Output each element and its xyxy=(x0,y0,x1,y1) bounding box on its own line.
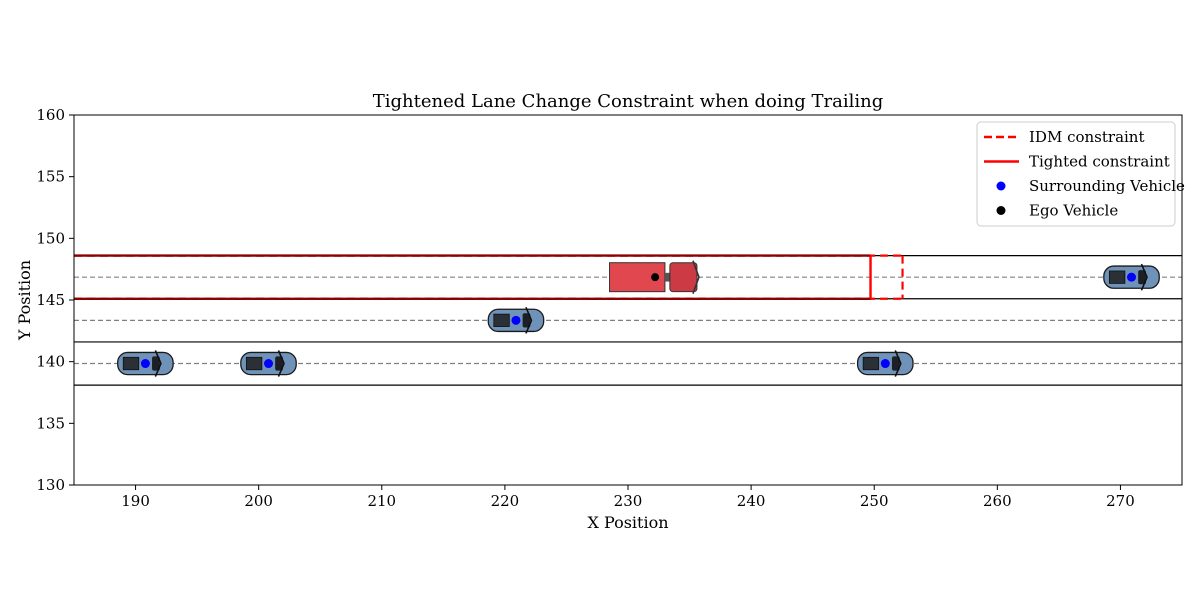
car-cabin xyxy=(1108,270,1126,284)
car-cabin xyxy=(493,313,510,327)
x-axis-ticks: 190 200 210 220 230 240 250 260 270 xyxy=(121,485,1135,510)
legend-swatch-marker xyxy=(996,181,1006,191)
surrounding-vehicle-point-3 xyxy=(880,359,890,369)
tightened-constraint-box xyxy=(74,254,872,300)
x-tick-label: 240 xyxy=(737,492,766,510)
truck-cab xyxy=(669,262,698,293)
legend-entry-2: Surrounding Vehicle xyxy=(996,177,1185,195)
y-tick-label: 150 xyxy=(36,229,65,247)
y-tick-label: 145 xyxy=(36,291,65,309)
surrounding-vehicle-point-4 xyxy=(1127,272,1137,282)
truck-hitch xyxy=(664,272,670,282)
x-tick-label: 230 xyxy=(614,492,643,510)
car-windshield xyxy=(522,313,531,328)
y-tick-label: 130 xyxy=(36,476,65,494)
x-tick-label: 250 xyxy=(860,492,889,510)
x-tick-label: 200 xyxy=(244,492,273,510)
legend-entry-1: Tighted constraint xyxy=(984,153,1170,171)
car-heading-arrow xyxy=(525,306,533,334)
car-cabin xyxy=(122,356,140,371)
car-heading-arrow xyxy=(154,350,162,377)
legend-box xyxy=(976,121,1176,227)
x-tick-label: 260 xyxy=(983,492,1012,510)
plot-area xyxy=(74,254,1182,386)
ego-vehicle-point xyxy=(651,273,660,282)
legend-label: IDM constraint xyxy=(1029,128,1145,146)
surrounding-car-1 xyxy=(240,350,297,377)
car-heading-arrow xyxy=(1140,263,1148,291)
y-axis-ticks: 130 135 140 145 150 155 160 xyxy=(36,106,74,494)
y-tick-label: 135 xyxy=(36,414,65,432)
legend-label: Surrounding Vehicle xyxy=(1029,177,1185,195)
car-heading-arrow xyxy=(894,350,902,377)
legend-entry-0: IDM constraint xyxy=(984,128,1145,146)
car-cabin xyxy=(862,356,880,371)
car-windshield xyxy=(275,356,283,371)
car-windshield xyxy=(891,356,900,371)
legend-entry-3: Ego Vehicle xyxy=(996,202,1118,220)
car-cabin xyxy=(245,356,263,371)
legend-swatch-marker xyxy=(996,206,1006,215)
x-tick-label: 210 xyxy=(367,492,396,510)
surrounding-vehicle-point-0 xyxy=(140,359,150,369)
surrounding-vehicle-point-1 xyxy=(264,359,274,369)
legend-label: Tighted constraint xyxy=(1029,153,1170,171)
y-axis-label: Y Position xyxy=(15,260,34,341)
x-tick-label: 270 xyxy=(1106,492,1135,510)
x-tick-label: 220 xyxy=(491,492,520,510)
x-tick-label: 190 xyxy=(121,492,150,510)
legend-label: Ego Vehicle xyxy=(1029,202,1118,220)
chart-title: Tightened Lane Change Constraint when do… xyxy=(373,91,883,112)
car-heading-arrow xyxy=(277,350,285,377)
car-windshield xyxy=(1138,270,1146,285)
y-tick-label: 160 xyxy=(36,106,65,124)
truck-heading-arrow xyxy=(692,260,700,294)
car-windshield xyxy=(152,356,160,371)
legend: IDM constraint Tighted constraint Surround… xyxy=(976,121,1185,227)
x-axis-label: X Position xyxy=(587,513,668,532)
surrounding-vehicle-point-2 xyxy=(511,315,521,325)
y-tick-label: 140 xyxy=(36,353,65,371)
y-tick-label: 155 xyxy=(36,168,65,186)
